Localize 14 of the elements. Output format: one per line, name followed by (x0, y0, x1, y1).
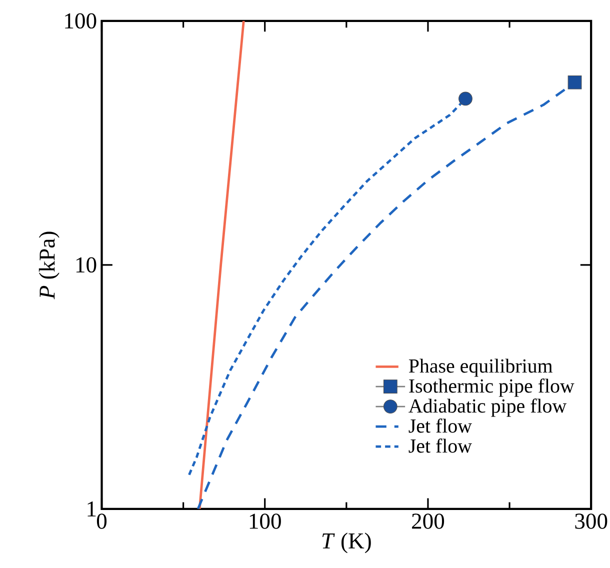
x-tick-label: 200 (412, 514, 444, 529)
x-tick-label: 300 (575, 514, 608, 529)
x-tick-label: 0 (96, 514, 107, 529)
y-tick-label: 10 (76, 257, 96, 273)
x-axis-title: T (K) (322, 532, 371, 554)
y-axis-title: P (kPa) (38, 232, 60, 300)
legend-label: Adiabatic pipe flow (408, 398, 567, 417)
legend-label: Isothermic pipe flow (409, 378, 574, 397)
legend-label: Phase equilibrium (408, 358, 553, 377)
legend-label: Jet flow (408, 438, 472, 453)
legend-label: Jet flow (408, 418, 472, 433)
y-tick-label: 100 (65, 13, 96, 29)
x-tick-label: 100 (250, 514, 281, 529)
y-tick-label: 1 (88, 501, 96, 516)
